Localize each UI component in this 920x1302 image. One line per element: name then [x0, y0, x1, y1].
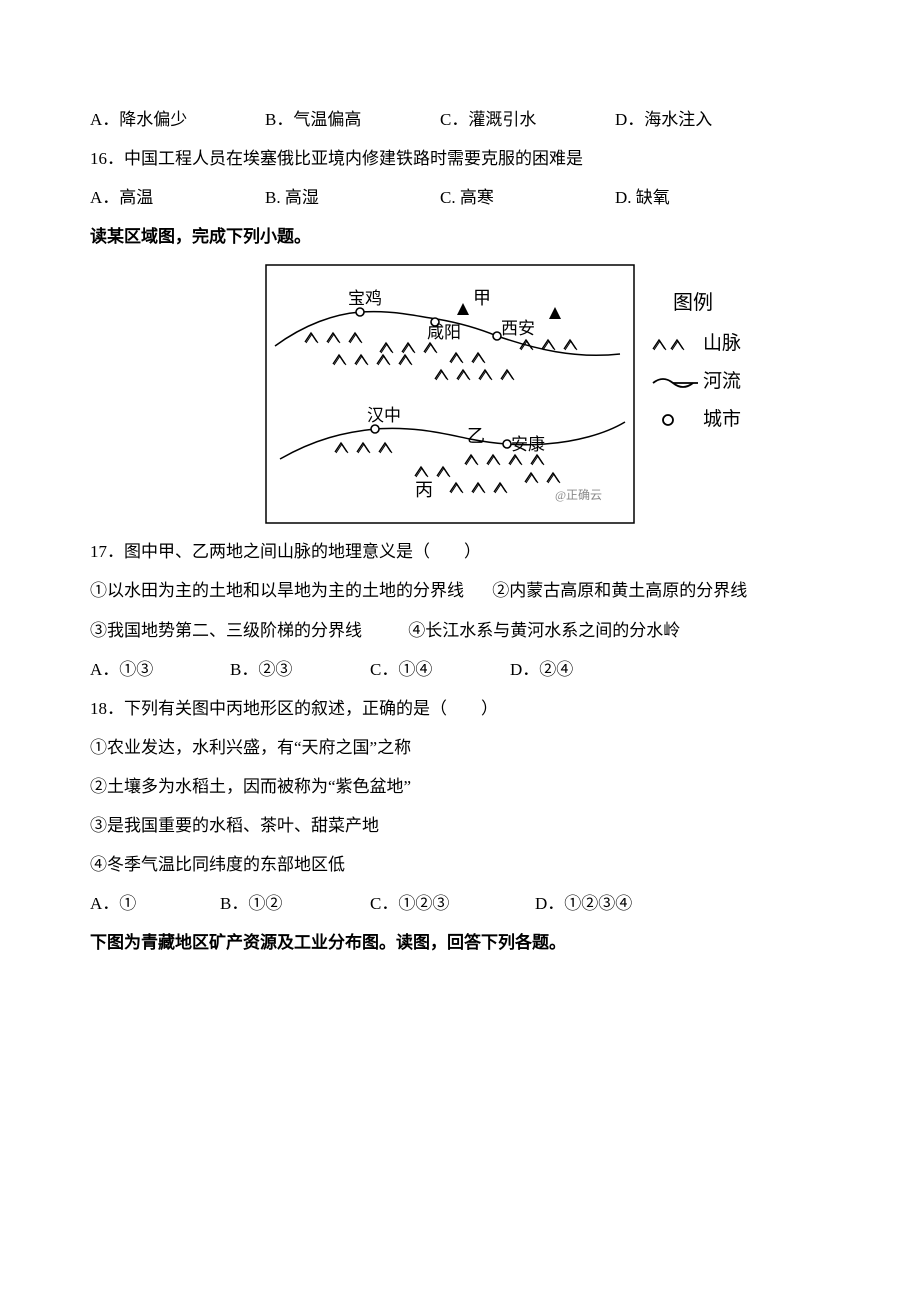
q16-option-d: D. 缺氧 — [615, 178, 790, 217]
instruction-1: 读某区域图，完成下列小题。 — [90, 217, 830, 256]
q17-option-d: D．②④ — [510, 650, 650, 689]
q17-item-1: ①以水田为主的土地和以旱地为主的土地的分界线 — [90, 581, 464, 600]
q15-options: A．降水偏少 B．气温偏高 C．灌溉引水 D．海水注入 — [90, 100, 830, 139]
q17-item-2: ②内蒙古高原和黄土高原的分界线 — [492, 581, 747, 600]
svg-text:甲: 甲 — [473, 288, 491, 308]
region-map: 宝鸡咸阳 西安汉中安康 甲乙丙 @正确云 图例山脉河流城市 — [265, 264, 745, 524]
q18-option-a: A．① — [90, 884, 220, 923]
svg-text:乙: 乙 — [467, 426, 485, 446]
q18-option-d: D．①②③④ — [535, 884, 700, 923]
q17-items-row2: ③我国地势第二、三级阶梯的分界线 ④长江水系与黄河水系之间的分水岭 — [90, 611, 830, 650]
svg-text:丙: 丙 — [415, 480, 433, 500]
svg-text:@正确云: @正确云 — [555, 488, 602, 502]
svg-text:汉中: 汉中 — [367, 406, 401, 425]
q17-option-b: B．②③ — [230, 650, 370, 689]
q16-option-b: B. 高湿 — [265, 178, 440, 217]
region-map-svg: 宝鸡咸阳 西安汉中安康 甲乙丙 @正确云 图例山脉河流城市 — [265, 264, 745, 524]
q16-options: A．高温 B. 高湿 C. 高寒 D. 缺氧 — [90, 178, 830, 217]
svg-text:宝鸡: 宝鸡 — [348, 289, 382, 308]
svg-text:图例: 图例 — [673, 291, 713, 314]
q18-item-1: ①农业发达，水利兴盛，有“天府之国”之称 — [90, 728, 830, 767]
q16-option-c: C. 高寒 — [440, 178, 615, 217]
q18-option-c: C．①②③ — [370, 884, 535, 923]
q17-item-3: ③我国地势第二、三级阶梯的分界线 — [90, 621, 362, 640]
q15-option-a: A．降水偏少 — [90, 100, 265, 139]
q18-option-b: B．①② — [220, 884, 370, 923]
q16-option-a: A．高温 — [90, 178, 265, 217]
svg-text:安康: 安康 — [511, 435, 545, 454]
svg-text:咸阳: 咸阳 — [427, 323, 461, 342]
q18-stem: 18．下列有关图中丙地形区的叙述，正确的是（ ） — [90, 689, 830, 728]
instruction-2: 下图为青藏地区矿产资源及工业分布图。读图，回答下列各题。 — [90, 923, 830, 962]
svg-text:山脉: 山脉 — [703, 332, 741, 354]
q17-options: A．①③ B．②③ C．①④ D．②④ — [90, 650, 830, 689]
q17-items-row1: ①以水田为主的土地和以旱地为主的土地的分界线 ②内蒙古高原和黄土高原的分界线 — [90, 571, 830, 610]
q17-option-c: C．①④ — [370, 650, 510, 689]
q18-item-2: ②土壤多为水稻土，因而被称为“紫色盆地” — [90, 767, 830, 806]
svg-text:河流: 河流 — [703, 370, 741, 392]
q18-item-4: ④冬季气温比同纬度的东部地区低 — [90, 845, 830, 884]
q17-option-a: A．①③ — [90, 650, 230, 689]
q17-stem: 17．图中甲、乙两地之间山脉的地理意义是（ ） — [90, 532, 830, 571]
q18-item-3: ③是我国重要的水稻、茶叶、甜菜产地 — [90, 806, 830, 845]
q15-option-b: B．气温偏高 — [265, 100, 440, 139]
q15-option-d: D．海水注入 — [615, 100, 790, 139]
svg-text:西安: 西安 — [501, 319, 535, 338]
svg-text:城市: 城市 — [703, 408, 741, 430]
exam-page: A．降水偏少 B．气温偏高 C．灌溉引水 D．海水注入 16．中国工程人员在埃塞… — [0, 0, 920, 1302]
q17-item-4: ④长江水系与黄河水系之间的分水岭 — [408, 621, 680, 640]
q16-stem: 16．中国工程人员在埃塞俄比亚境内修建铁路时需要克服的困难是 — [90, 139, 830, 178]
q15-option-c: C．灌溉引水 — [440, 100, 615, 139]
q18-options: A．① B．①② C．①②③ D．①②③④ — [90, 884, 830, 923]
